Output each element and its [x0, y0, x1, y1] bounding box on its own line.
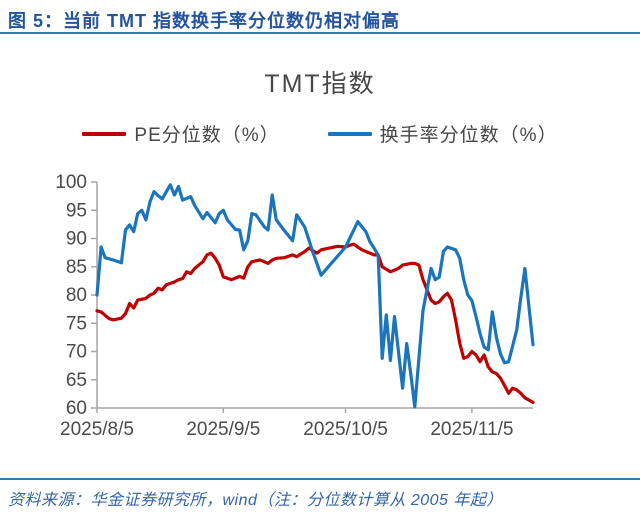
- y-tick-label: 70: [66, 342, 87, 363]
- y-tick-label: 75: [66, 313, 87, 334]
- legend-item-turnover: 换手率分位数（%）: [327, 120, 558, 147]
- x-tick-label: 2025/11/5: [430, 419, 513, 440]
- source-divider-rule: [0, 478, 640, 480]
- y-tick-label: 65: [66, 370, 87, 391]
- pe-line-swatch: [82, 131, 127, 136]
- turnover-line-swatch: [327, 131, 372, 136]
- source-note: 资料来源：华金证券研究所，wind（注：分位数计算从 2005 年起）: [8, 492, 503, 509]
- legend-item-pe: PE分位数（%）: [82, 120, 279, 147]
- pe-series-line: [95, 242, 535, 404]
- y-tick-label: 95: [66, 200, 87, 221]
- y-tick-label: 85: [66, 257, 87, 278]
- x-tick-label: 2025/8/5: [60, 419, 134, 440]
- x-tick-label: 2025/10/5: [303, 419, 388, 440]
- pe-legend-label: PE分位数（%）: [134, 125, 280, 146]
- turnover-series-line: [95, 183, 535, 409]
- y-tick-label: 60: [66, 398, 87, 419]
- caption-divider-rule: [0, 32, 640, 34]
- figure-caption: 图 5：当前 TMT 指数换手率分位数仍相对偏高: [8, 11, 400, 31]
- turnover-legend-label: 换手率分位数（%）: [379, 125, 558, 146]
- y-tick-label: 80: [66, 285, 87, 306]
- chart-legend: PE分位数（%） 换手率分位数（%）: [0, 120, 640, 147]
- y-tick-label: 90: [66, 229, 87, 250]
- chart-title: TMT指数: [264, 70, 376, 98]
- x-tick-label: 2025/9/5: [186, 419, 260, 440]
- y-tick-label: 100: [55, 172, 87, 193]
